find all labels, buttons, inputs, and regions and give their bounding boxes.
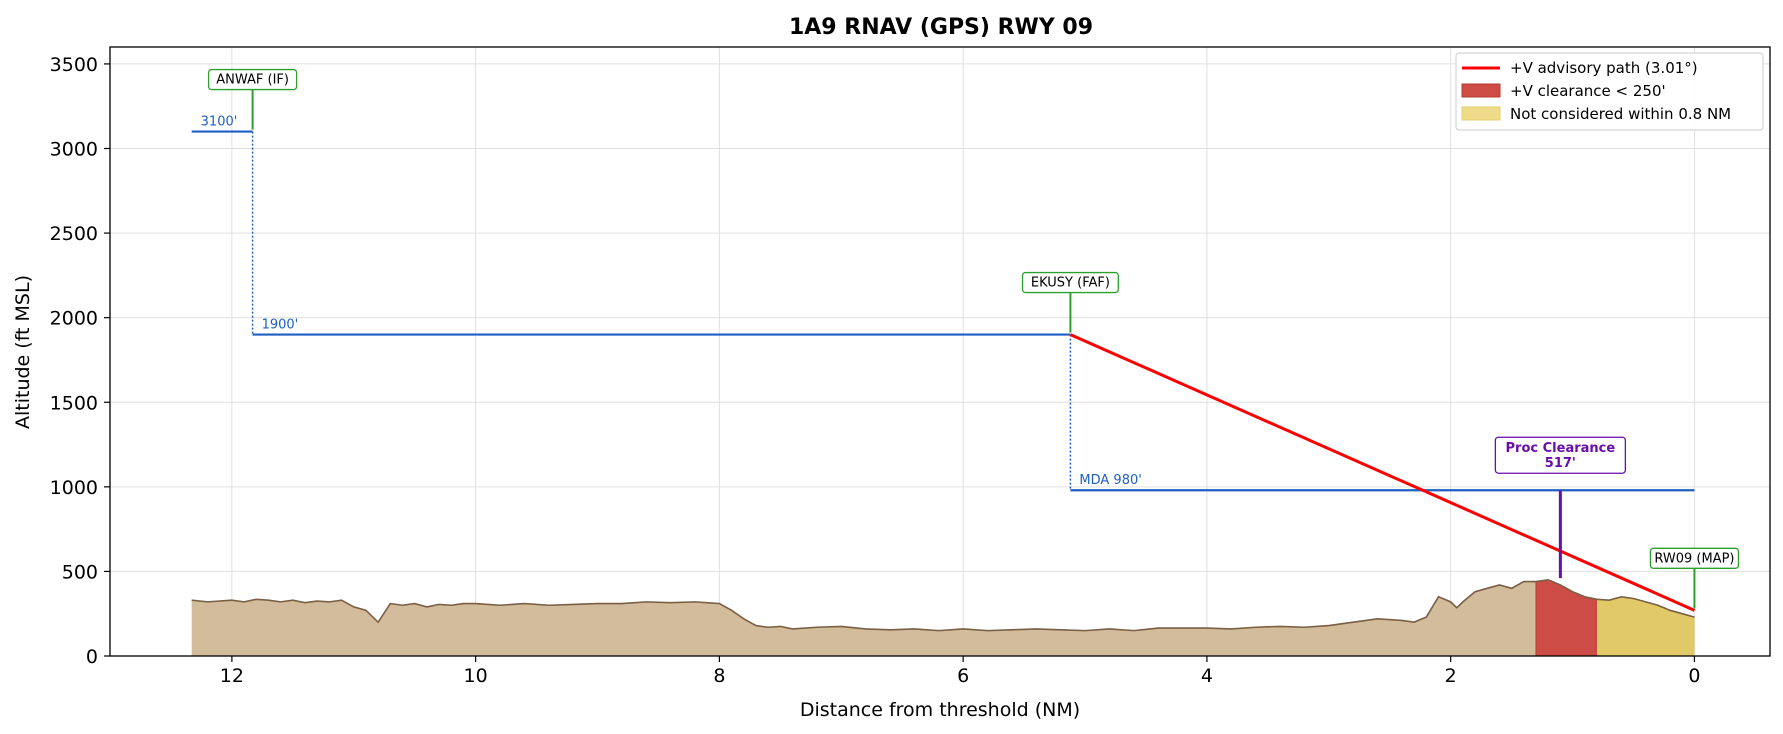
plot-frame (109, 46, 1771, 657)
terrain-regions (191, 579, 1695, 657)
x-tick-label: 4 (1201, 665, 1213, 687)
legend-label-clearance: +V clearance < 250' (1510, 82, 1666, 100)
chart-title: 1A9 RNAV (GPS) RWY 09 (789, 15, 1093, 40)
proc-clearance-title: Proc Clearance (1506, 441, 1616, 456)
x-tick-label: 8 (713, 665, 725, 687)
legend-box (1455, 52, 1764, 131)
x-tick-label: 0 (1688, 665, 1700, 687)
y-tick-label: 3000 (50, 139, 98, 161)
altitude-label: MDA 980' (1079, 473, 1141, 488)
y-tick-label: 500 (62, 561, 98, 583)
axes: 12 10 8 6 4 2 0 0 500 1000 1500 2000 2500 3000 3500 (50, 54, 1701, 687)
legend-label-not-considered: Not considered within 0.8 NM (1510, 105, 1731, 123)
fix-label: EKUSY (FAF) (1031, 276, 1110, 291)
y-tick-label: 2500 (50, 223, 98, 245)
proc-clearance-value: 517' (1545, 456, 1576, 471)
altitude-label: 1900' (262, 318, 299, 333)
fix-label-box (1021, 271, 1119, 294)
not-considered-region (1596, 596, 1695, 656)
x-tick-label: 12 (220, 665, 244, 687)
x-tick-label: 6 (957, 665, 969, 687)
fix-label-box (207, 68, 298, 91)
fix-label: RW09 (MAP) (1654, 551, 1734, 566)
fix-label-box (1649, 547, 1740, 569)
x-tick-label: 10 (464, 665, 488, 687)
x-axis-title: Distance from threshold (NM) (800, 699, 1080, 721)
y-tick-label: 0 (86, 646, 98, 668)
approach-lines: 3100' 1900' MDA 980' (191, 115, 1696, 612)
y-tick-label: 1500 (50, 392, 98, 414)
y-tick-label: 3500 (50, 54, 98, 76)
terrain-area (191, 579, 1695, 656)
y-axis-title: Altitude (ft MSL) (12, 275, 34, 429)
legend-swatch-clearance (1461, 83, 1501, 98)
altitude-label: 3100' (201, 115, 238, 130)
legend-swatch-not-considered (1461, 106, 1501, 121)
vpath-line (1069, 333, 1696, 612)
proc-clearance-box (1494, 436, 1627, 474)
y-tick-label: 2000 (50, 308, 98, 330)
fix-label: ANWAF (IF) (216, 73, 289, 88)
legend-label-vpath: +V advisory path (3.01°) (1510, 59, 1698, 77)
legend: +V advisory path (3.01°) +V clearance < … (1455, 52, 1764, 131)
terrain-outline (191, 579, 1695, 632)
y-tick-label: 1000 (50, 477, 98, 499)
x-tick-label: 2 (1445, 665, 1457, 687)
